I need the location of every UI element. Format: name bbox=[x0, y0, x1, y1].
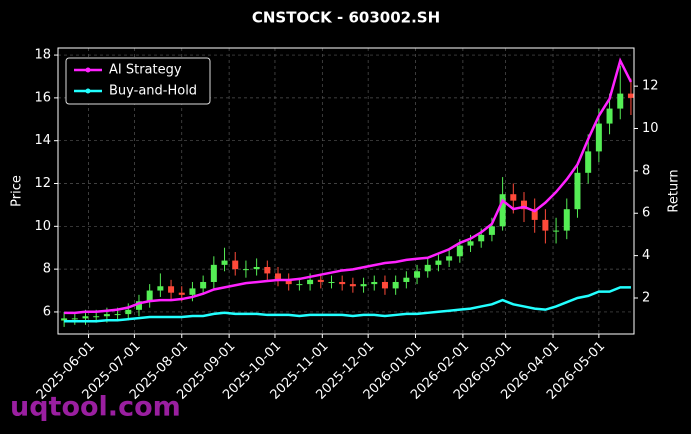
candle-body bbox=[424, 264, 431, 272]
candle-body bbox=[114, 314, 121, 316]
series-line bbox=[64, 286, 631, 323]
candle-body bbox=[606, 108, 613, 124]
y-tick-label: 10 bbox=[34, 219, 51, 234]
candle-body bbox=[93, 316, 100, 318]
candle-body bbox=[349, 284, 356, 287]
candle-body bbox=[71, 318, 78, 320]
plot-frame bbox=[57, 47, 635, 335]
candle-body bbox=[317, 279, 324, 282]
candle-body bbox=[595, 123, 602, 152]
candle-body bbox=[381, 281, 388, 289]
y2-tick-label: 12 bbox=[642, 79, 659, 94]
candle-body bbox=[478, 234, 485, 242]
watermark: uqtool.com bbox=[10, 392, 181, 423]
candle-body bbox=[135, 301, 142, 310]
candle-body bbox=[392, 281, 399, 289]
candle-body bbox=[499, 194, 506, 227]
candle-body bbox=[360, 284, 367, 287]
candle-body bbox=[456, 245, 463, 257]
candle-body bbox=[585, 151, 592, 173]
y-tick-label: 6 bbox=[43, 304, 51, 319]
candle-body bbox=[82, 316, 89, 319]
candle-body bbox=[414, 271, 421, 278]
candle-body bbox=[617, 93, 624, 109]
candle-body bbox=[296, 284, 303, 286]
y-tick-label: 18 bbox=[34, 48, 51, 63]
y-tick-label: 12 bbox=[34, 176, 51, 191]
candle-body bbox=[232, 260, 239, 270]
lines bbox=[64, 57, 633, 323]
candle-body bbox=[200, 281, 207, 289]
candle-body bbox=[146, 290, 153, 302]
series-line bbox=[64, 57, 633, 315]
candle-body bbox=[221, 260, 228, 265]
candle-body bbox=[242, 269, 249, 271]
candle-body bbox=[435, 260, 442, 265]
chart-title: CNSTOCK - 603002.SH bbox=[252, 9, 440, 27]
candle-body bbox=[339, 281, 346, 285]
candle-body bbox=[307, 279, 314, 285]
y-tick-label: 8 bbox=[43, 262, 51, 277]
y2-tick-label: 4 bbox=[642, 248, 650, 263]
legend-label: Buy-and-Hold bbox=[109, 84, 197, 99]
y2-tick-label: 10 bbox=[642, 121, 659, 136]
candle-body bbox=[328, 281, 335, 283]
candle-body bbox=[510, 194, 517, 201]
candle-body bbox=[553, 230, 560, 232]
y2-tick-label: 6 bbox=[642, 206, 650, 221]
candle-body bbox=[275, 273, 282, 280]
candle-body bbox=[403, 277, 410, 282]
candle-body bbox=[563, 209, 570, 231]
legend-marker bbox=[85, 88, 91, 94]
candle-body bbox=[285, 279, 292, 285]
candle-body bbox=[103, 314, 110, 317]
candle-body bbox=[467, 241, 474, 246]
candle-body bbox=[531, 209, 538, 220]
legend-label: AI Strategy bbox=[109, 63, 182, 78]
candle-body bbox=[189, 288, 196, 295]
candle-body bbox=[210, 264, 217, 282]
legend-marker bbox=[85, 67, 91, 73]
y2-tick-label: 2 bbox=[642, 290, 650, 305]
candle-body bbox=[264, 266, 271, 274]
y-tick-label: 16 bbox=[34, 90, 51, 105]
candle-body bbox=[178, 292, 185, 295]
candle-body bbox=[157, 286, 164, 291]
y2-tick-label: 8 bbox=[642, 163, 650, 178]
y-tick-label: 14 bbox=[34, 133, 51, 148]
candle-body bbox=[542, 219, 549, 231]
y2-axis-label: Return bbox=[667, 169, 682, 212]
candle-body bbox=[253, 266, 260, 270]
candle-body bbox=[168, 286, 175, 293]
y-axis-label: Price bbox=[10, 175, 25, 207]
candle-body bbox=[61, 318, 68, 321]
candle-body bbox=[574, 172, 581, 210]
candle-body bbox=[371, 281, 378, 285]
candle-body bbox=[488, 226, 495, 235]
candle-body bbox=[627, 93, 634, 98]
candle-body bbox=[125, 309, 132, 315]
candle-body bbox=[446, 256, 453, 261]
candle-body bbox=[520, 200, 527, 210]
